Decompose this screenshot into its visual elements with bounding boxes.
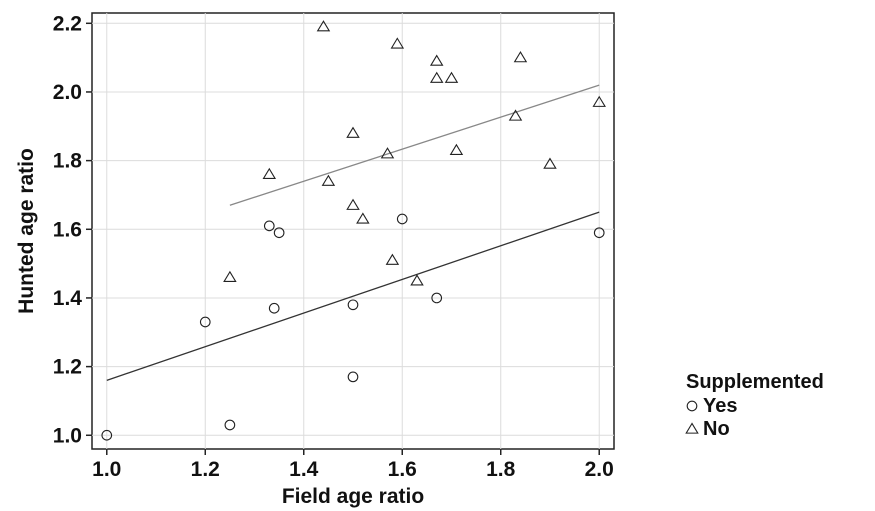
point-no: [223, 270, 237, 283]
point-no: [262, 167, 277, 180]
x-axis-title: Field age ratio: [282, 485, 424, 508]
point-no: [390, 37, 405, 49]
legend-marker-no: [685, 422, 699, 434]
point-no: [346, 126, 360, 138]
point-no: [356, 212, 370, 224]
point-no: [508, 109, 523, 121]
point-no: [321, 174, 336, 186]
fit-line-no: [229, 84, 600, 206]
point-yes: [347, 299, 359, 311]
point-no: [385, 253, 400, 265]
y-tick-label: 1.4: [53, 287, 83, 310]
point-yes: [431, 292, 443, 304]
point-no: [449, 143, 464, 155]
point-no: [444, 71, 459, 83]
data-points: [101, 20, 606, 441]
point-yes: [396, 213, 408, 225]
y-tick-label: 1.0: [53, 424, 82, 447]
axis-ticks: 1.0 1.2 1.4 1.6 1.8 2.0 1.0 1.2 1.4 1.6 1.8 2.0 2.2: [53, 12, 614, 481]
x-tick-label: 1.0: [92, 458, 121, 481]
y-tick-label: 2.2: [53, 12, 82, 35]
plot-area: [91, 12, 615, 450]
point-yes: [347, 371, 359, 383]
fit-lines: [106, 84, 600, 381]
x-tick-label: 2.0: [585, 458, 614, 481]
legend-marker-yes: [686, 400, 698, 412]
point-no: [346, 198, 360, 210]
point-no: [316, 20, 331, 32]
point-yes: [268, 302, 280, 314]
point-yes: [199, 316, 211, 328]
x-tick-label: 1.8: [486, 458, 516, 481]
legend-label-yes: Yes: [703, 395, 737, 417]
point-yes: [224, 419, 236, 431]
point-yes: [263, 220, 275, 232]
x-tick-label: 1.6: [388, 458, 417, 481]
point-yes: [593, 227, 605, 239]
point-no: [380, 147, 395, 159]
point-no: [429, 71, 444, 83]
y-axis-title: Hunted age ratio: [15, 148, 38, 314]
point-no: [410, 274, 424, 286]
point-yes: [101, 429, 113, 441]
point-no: [513, 51, 528, 63]
legend-label-no: No: [703, 418, 730, 440]
y-tick-label: 2.0: [53, 81, 82, 104]
point-no: [592, 95, 606, 107]
y-tick-label: 1.8: [53, 150, 83, 173]
x-tick-label: 1.2: [191, 458, 220, 481]
point-no: [543, 157, 557, 169]
point-yes: [273, 227, 285, 239]
fit-line-yes: [106, 211, 600, 381]
x-tick-label: 1.4: [289, 458, 319, 481]
legend-title: Supplemented: [686, 371, 824, 393]
point-no: [429, 54, 444, 66]
y-tick-label: 1.2: [53, 356, 82, 379]
y-tick-label: 1.6: [53, 218, 82, 241]
